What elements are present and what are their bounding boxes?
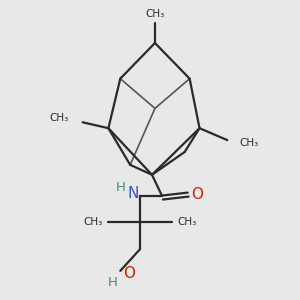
Text: CH₃: CH₃	[178, 217, 197, 227]
Text: O: O	[192, 187, 204, 202]
Text: O: O	[123, 266, 135, 281]
Text: N: N	[128, 186, 139, 201]
Text: CH₃: CH₃	[239, 138, 258, 148]
Text: H: H	[107, 276, 117, 289]
Text: CH₃: CH₃	[83, 217, 102, 227]
Text: CH₃: CH₃	[145, 9, 165, 19]
Text: H: H	[115, 181, 125, 194]
Text: CH₃: CH₃	[50, 113, 69, 123]
